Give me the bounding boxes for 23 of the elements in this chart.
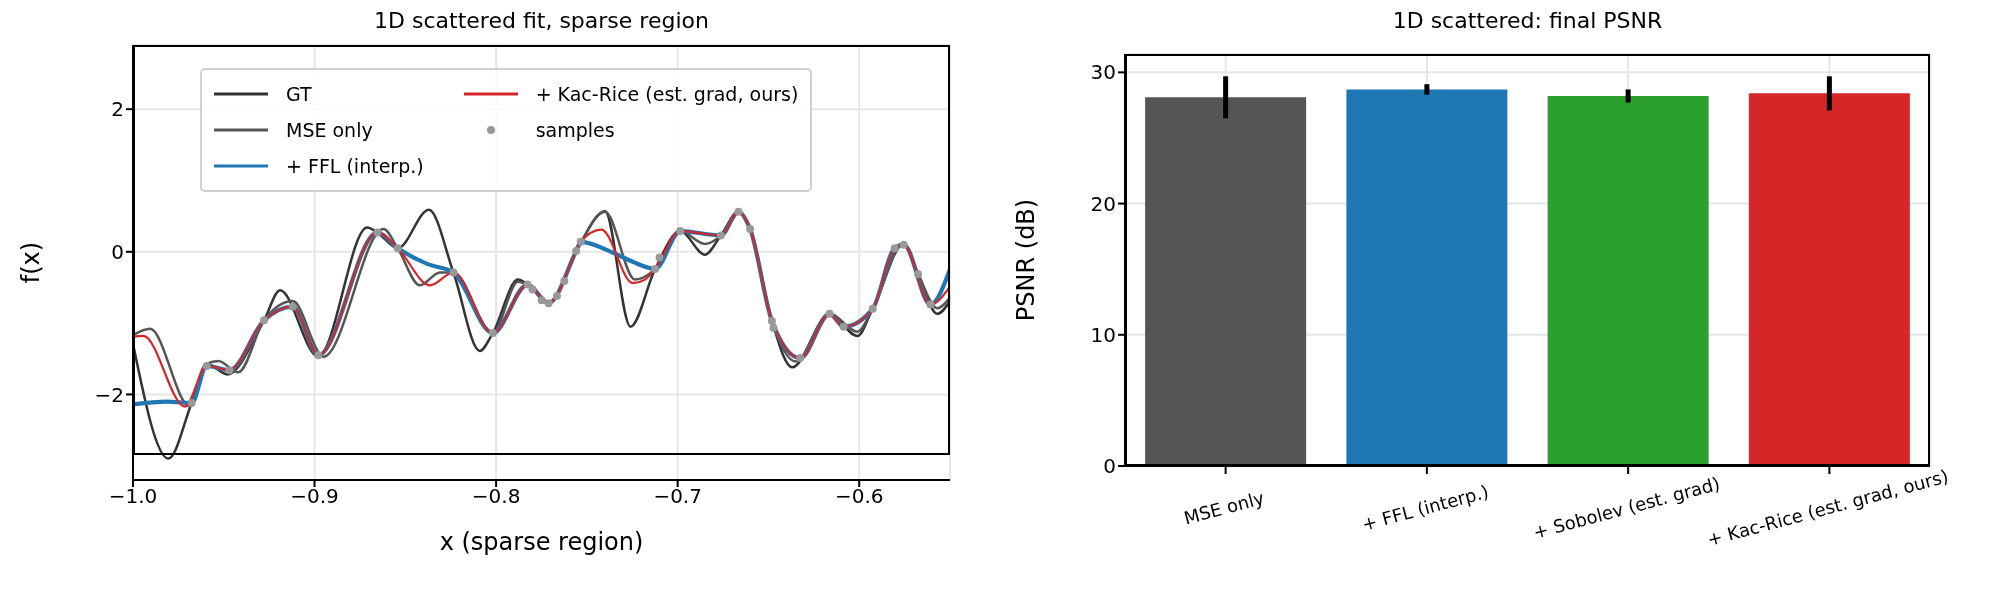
chart-title: 1D scattered fit, sparse region — [373, 8, 710, 33]
x-tick-label: MSE only — [1181, 486, 1267, 529]
chart-title: 1D scattered: final PSNR — [1391, 8, 1664, 33]
y-tick-label: 0 — [1103, 454, 1116, 479]
y-tick-label: 10 — [1090, 322, 1116, 347]
y-tick-label: 0 — [111, 239, 124, 264]
x-tick-label: −1.0 — [108, 484, 158, 509]
legend-label: + Kac-Rice (est. grad, ours) — [535, 83, 799, 105]
x-tick-label: −0.9 — [290, 484, 339, 509]
x-tick-label: −0.8 — [471, 484, 521, 509]
y-tick-label: −2 — [94, 382, 124, 407]
x-tick-label: −0.6 — [834, 484, 884, 509]
y-axis-title: PSNR (dB) — [1011, 198, 1040, 322]
y-tick-label: 30 — [1090, 60, 1116, 85]
legend-label: + FFL (interp.) — [286, 155, 424, 177]
x-tick-label: −0.7 — [653, 484, 702, 509]
legend-label: samples — [535, 119, 615, 141]
legend-label: MSE only — [286, 119, 373, 141]
x-axis-title: x (sparse region) — [439, 528, 644, 556]
legend-label: GT — [286, 83, 312, 105]
y-tick-label: 20 — [1090, 191, 1116, 216]
y-tick-label: 2 — [111, 97, 124, 122]
y-axis-title: f(x) — [16, 241, 45, 284]
